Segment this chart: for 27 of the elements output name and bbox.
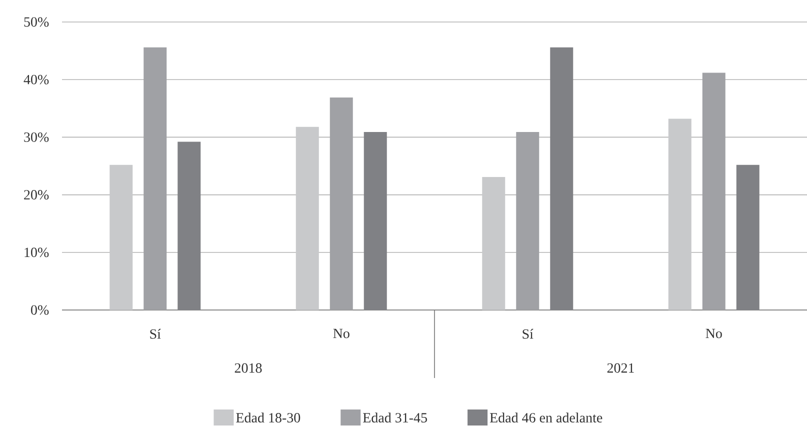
y-tick-label: 30% [24,132,49,142]
y-tick-label: 40% [24,74,49,84]
bar [144,47,167,310]
bar [516,132,540,310]
legend-label: Edad 18-30 [236,412,300,422]
bar [550,47,574,310]
bar [482,176,506,310]
bar [178,142,201,310]
legend-label: Edad 46 en adelante [490,412,602,422]
y-tick-label: 50% [24,17,49,27]
text: 2021 [607,363,634,373]
x-tick-label: No [333,328,350,338]
x-tick-label: Sí [150,328,161,339]
y-tick-label: 10% [24,248,49,258]
bar [668,118,692,310]
x-tick-label: Sí [522,328,534,339]
x-tick-label: No [706,328,722,338]
bar [330,97,353,310]
bar [702,72,726,310]
text: 2018 [234,363,262,373]
y-tick-label: 0% [31,305,49,315]
legend-label: Edad 31-45 [363,412,427,422]
bar [364,132,387,310]
bar [736,164,760,310]
bar [296,126,319,310]
bar [110,164,133,310]
y-tick-label: 20% [24,190,49,200]
